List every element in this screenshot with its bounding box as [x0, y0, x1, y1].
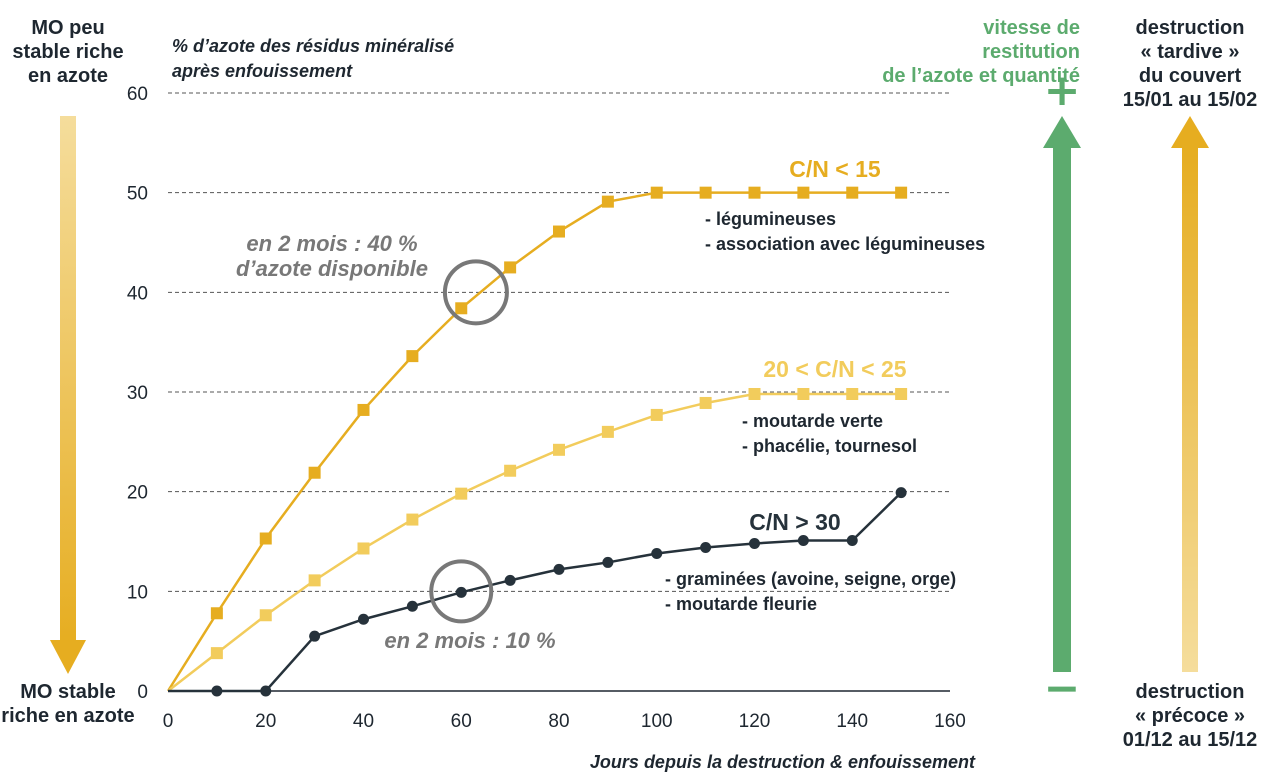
data-point	[699, 396, 712, 409]
data-point	[553, 225, 565, 238]
series-item: - phacélie, tournesol	[742, 436, 917, 456]
y-tick-label: 60	[127, 84, 148, 105]
x-tick-label: 40	[353, 711, 374, 732]
series-label-1: C/N < 15	[789, 156, 881, 182]
bottom-left-label: MO stable riche en azote	[1, 681, 135, 727]
y-axis-title: % d’azote des résidus minéralisé après e…	[172, 36, 459, 81]
y-tick-label: 50	[127, 184, 148, 205]
x-tick-label: 80	[548, 711, 569, 732]
y-tick-label: 20	[127, 483, 148, 504]
series-item: - moutarde verte	[742, 411, 883, 431]
series-item: - moutarde fleurie	[665, 594, 817, 614]
data-point	[211, 685, 223, 697]
data-point	[846, 186, 859, 199]
data-point	[308, 574, 321, 587]
data-point	[210, 647, 223, 660]
data-point	[846, 387, 859, 400]
annotation-text: en 2 mois : 40 %	[246, 231, 417, 256]
data-point	[650, 186, 663, 199]
speed-arrow-up	[1043, 116, 1081, 672]
data-point	[895, 186, 908, 199]
late-destruction-label: destruction « tardive » du couvert 15/01…	[1122, 17, 1258, 111]
data-point	[406, 513, 419, 526]
series-line-1	[166, 191, 902, 692]
data-point	[846, 535, 858, 547]
stability-arrow-down	[50, 116, 86, 674]
data-point	[651, 547, 663, 559]
data-point	[748, 186, 761, 199]
data-point	[357, 403, 370, 416]
x-tick-label: 140	[836, 711, 868, 732]
data-point	[749, 537, 760, 549]
data-point	[797, 535, 809, 547]
series-item: - graminées (avoine, seigne, orge)	[665, 569, 956, 589]
annotation-text: en 2 mois : 10 %	[384, 628, 555, 653]
data-point	[601, 425, 614, 438]
x-tick-label: 120	[739, 711, 771, 732]
x-tick-label: 60	[451, 711, 472, 732]
series-item: - légumineuses	[705, 209, 836, 229]
y-tick-label: 30	[127, 383, 148, 404]
data-point	[602, 556, 614, 568]
data-point	[504, 261, 517, 274]
annotation-circle-1	[442, 259, 509, 326]
data-point	[699, 186, 712, 199]
series-line-2	[167, 392, 902, 692]
x-tick-label: 0	[163, 711, 174, 732]
data-point	[406, 600, 418, 612]
y-tick-label: 40	[127, 283, 148, 304]
data-point	[504, 574, 516, 586]
data-point	[650, 408, 663, 421]
series-item: - association avec légumineuses	[705, 234, 985, 254]
speed-label: vitesse de restitution de l’azote et qua…	[882, 17, 1080, 87]
annotation-circle-2	[429, 559, 494, 624]
data-point	[210, 607, 223, 620]
data-point	[309, 630, 321, 642]
data-point	[700, 541, 712, 553]
early-destruction-label: destruction « précoce » 01/12 au 15/12	[1122, 681, 1258, 751]
data-point	[455, 586, 467, 598]
data-point	[358, 613, 369, 625]
series-label-2: 20 < C/N < 25	[763, 356, 906, 382]
data-point	[797, 186, 810, 199]
data-point	[504, 464, 517, 477]
data-point	[601, 195, 614, 208]
data-point	[406, 350, 419, 363]
data-point	[259, 532, 272, 545]
data-point	[553, 443, 565, 456]
data-point	[748, 387, 761, 400]
series-line-3	[168, 491, 902, 693]
data-point	[455, 302, 468, 315]
data-point	[895, 487, 907, 499]
x-tick-label: 160	[934, 711, 966, 732]
timing-arrow-up	[1171, 116, 1209, 672]
data-point	[553, 563, 565, 575]
plus-sign: +	[1044, 65, 1081, 116]
data-point	[308, 466, 321, 479]
y-tick-label: 0	[137, 682, 148, 703]
data-point	[895, 387, 908, 400]
data-point	[259, 609, 272, 622]
minus-sign: −	[1044, 663, 1081, 714]
x-axis-title: Jours depuis la destruction & enfouissem…	[590, 752, 976, 772]
x-tick-label: 100	[641, 711, 673, 732]
top-left-label: MO peu stable riche en azote	[12, 17, 124, 87]
x-tick-label: 20	[255, 711, 276, 732]
series-label-3: C/N > 30	[749, 509, 840, 535]
annotation-text: d’azote disponible	[236, 256, 428, 281]
y-tick-label: 10	[127, 582, 148, 603]
data-point	[797, 387, 810, 400]
data-point	[357, 542, 370, 555]
data-point	[455, 487, 468, 500]
data-point	[260, 685, 272, 697]
